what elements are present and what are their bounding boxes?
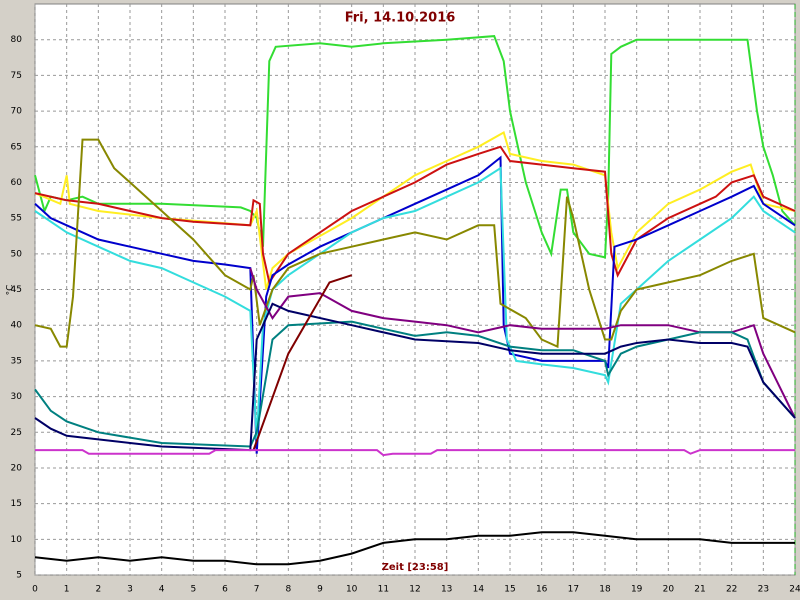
y-tick-label: 60 bbox=[11, 178, 23, 188]
x-tick-label: 11 bbox=[378, 585, 389, 595]
series-line bbox=[34, 35, 796, 259]
x-tick-label: 8 bbox=[285, 585, 291, 595]
y-tick-label: 20 bbox=[11, 463, 23, 473]
x-tick-label: 17 bbox=[568, 585, 579, 595]
x-tick-label: 1 bbox=[64, 585, 70, 595]
series-line bbox=[34, 302, 796, 452]
series-line bbox=[252, 274, 353, 451]
chart-title: Fri, 14.10.2016 bbox=[345, 11, 456, 26]
y-tick-label: 75 bbox=[11, 71, 22, 81]
y-axis-label: °C bbox=[6, 285, 16, 296]
y-tick-label: 65 bbox=[11, 142, 22, 152]
x-tick-label: 6 bbox=[222, 585, 228, 595]
x-tick-label: 18 bbox=[599, 585, 611, 595]
y-tick-label: 45 bbox=[11, 285, 22, 295]
y-tick-label: 55 bbox=[11, 214, 22, 224]
x-tick-label: 20 bbox=[663, 585, 675, 595]
y-tick-label: 80 bbox=[11, 35, 23, 45]
x-tick-label: 4 bbox=[159, 585, 165, 595]
x-tick-label: 0 bbox=[32, 585, 38, 595]
y-tick-label: 15 bbox=[11, 499, 22, 509]
x-tick-label: 12 bbox=[409, 585, 420, 595]
y-tick-label: 35 bbox=[11, 356, 22, 366]
y-tick-label: 5 bbox=[16, 571, 22, 581]
x-tick-label: 22 bbox=[726, 585, 737, 595]
y-tick-label: 30 bbox=[11, 392, 23, 402]
x-axis-label: Zeit [23:58] bbox=[382, 562, 449, 573]
x-tick-label: 13 bbox=[441, 585, 452, 595]
x-tick-label: 3 bbox=[127, 585, 133, 595]
x-tick-label: 7 bbox=[254, 585, 260, 595]
series-line bbox=[34, 166, 796, 440]
series-line bbox=[34, 155, 796, 454]
series-line bbox=[34, 138, 796, 349]
series-line bbox=[34, 320, 796, 448]
y-tick-label: 50 bbox=[11, 249, 23, 259]
x-tick-label: 14 bbox=[473, 585, 485, 595]
x-tick-label: 19 bbox=[631, 585, 643, 595]
series-line bbox=[35, 449, 795, 457]
x-tick-label: 10 bbox=[346, 585, 358, 595]
x-tick-label: 9 bbox=[317, 585, 323, 595]
y-tick-label: 70 bbox=[11, 107, 23, 117]
series-line bbox=[34, 145, 796, 285]
x-tick-label: 23 bbox=[758, 585, 769, 595]
series-line bbox=[34, 531, 795, 566]
x-tick-label: 2 bbox=[95, 585, 101, 595]
series-line bbox=[34, 131, 796, 290]
x-tick-label: 5 bbox=[190, 585, 196, 595]
y-tick-label: 10 bbox=[11, 535, 23, 545]
x-tick-label: 16 bbox=[536, 585, 548, 595]
x-tick-label: 15 bbox=[504, 585, 515, 595]
x-tick-label: 24 bbox=[789, 585, 800, 595]
y-tick-label: 25 bbox=[11, 428, 22, 438]
y-tick-label: 40 bbox=[11, 321, 23, 331]
x-tick-label: 21 bbox=[694, 585, 705, 595]
